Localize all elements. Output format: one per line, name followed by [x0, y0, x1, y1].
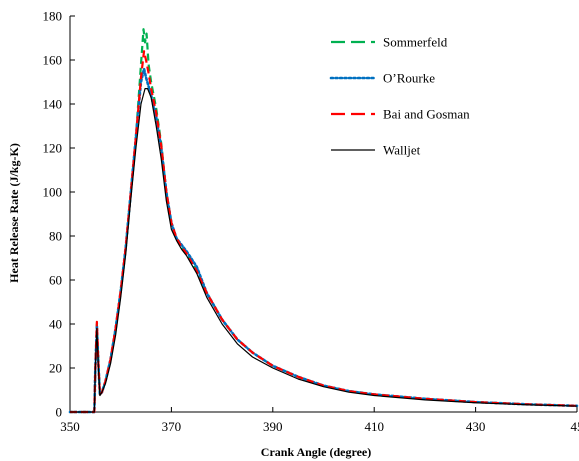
- x-tick-label: 370: [162, 419, 182, 434]
- x-axis-title: Crank Angle (degree): [261, 445, 371, 459]
- series-line-o-rourke: [68, 67, 579, 414]
- y-tick-label: 120: [43, 141, 63, 156]
- legend-label-sommerfeld: Sommerfeld: [383, 35, 448, 50]
- legend-label-bai-and-gosman: Bai and Gosman: [383, 107, 470, 122]
- series-line-walljet: [70, 88, 578, 413]
- axes: [69, 16, 577, 413]
- x-tick-label: 390: [263, 419, 283, 434]
- x-tick-label: 45: [571, 419, 579, 434]
- y-tick-label: 180: [43, 9, 63, 24]
- y-tick-label: 100: [43, 185, 63, 200]
- y-tick-label: 80: [49, 229, 62, 244]
- legend: Sommerfeld O’Rourke Bai and Gosman Walljet: [329, 35, 470, 158]
- legend-label-o-rourke: O’Rourke: [383, 71, 435, 86]
- series-layer: [68, 28, 579, 414]
- y-axis-title: Heat Release Rate (J/kg-K): [7, 143, 21, 283]
- legend-label-walljet: Walljet: [383, 143, 421, 158]
- y-tick-label: 0: [56, 405, 63, 420]
- x-tick-label: 410: [364, 419, 384, 434]
- y-tick-label: 160: [43, 53, 63, 68]
- series-line-bai-and-gosman: [70, 50, 578, 414]
- ticks: 0 20 40 60 80 100 120 140 160 180 350 370 390 410 430 4…: [43, 9, 579, 435]
- x-tick-label: 430: [466, 419, 486, 434]
- series-line-sommerfeld: [70, 28, 578, 414]
- y-tick-label: 60: [49, 273, 62, 288]
- y-tick-label: 20: [49, 361, 62, 376]
- x-tick-label: 350: [60, 419, 80, 434]
- y-tick-label: 140: [43, 97, 63, 112]
- y-tick-label: 40: [49, 317, 62, 332]
